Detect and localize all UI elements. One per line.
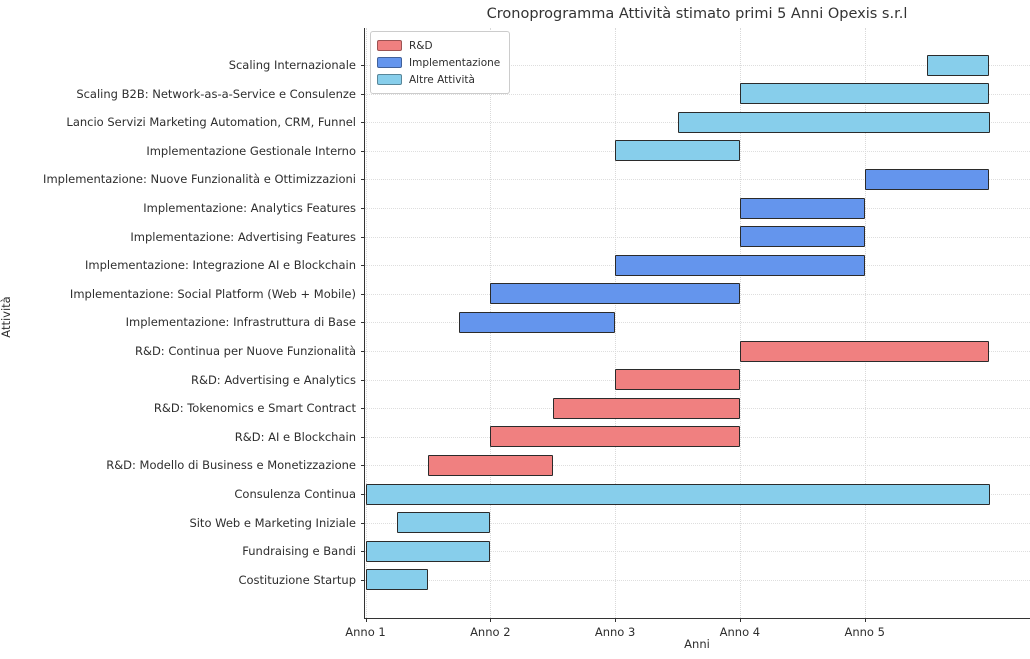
gantt-bar bbox=[615, 369, 740, 391]
gantt-bar bbox=[677, 111, 990, 133]
horizontal-gridline bbox=[365, 208, 1030, 209]
gantt-bar bbox=[615, 140, 740, 162]
y-tick-label: R&D: Modello di Business e Monetizzazion… bbox=[106, 458, 356, 473]
gantt-bar bbox=[927, 54, 990, 76]
y-tick-mark bbox=[361, 122, 365, 124]
horizontal-gridline bbox=[365, 322, 1030, 324]
y-tick-label: Implementazione: Social Platform (Web + … bbox=[69, 286, 356, 301]
y-tick-label: Implementazione: Advertising Features bbox=[130, 229, 356, 244]
y-tick-label: Lancio Servizi Marketing Automation, CRM… bbox=[66, 115, 356, 130]
horizontal-gridline bbox=[365, 351, 1030, 352]
chart-title: Cronoprogramma Attività stimato primi 5 … bbox=[486, 6, 908, 22]
x-tick-label: Anno 5 bbox=[844, 625, 885, 639]
y-tick-label: Implementazione: Integrazione AI e Block… bbox=[85, 258, 356, 273]
horizontal-gridline bbox=[365, 65, 1030, 66]
y-tick-mark bbox=[361, 379, 365, 381]
y-tick-mark bbox=[361, 179, 365, 181]
y-tick-mark bbox=[361, 93, 365, 95]
gantt-bar bbox=[739, 226, 865, 248]
horizontal-gridline bbox=[365, 236, 1030, 238]
y-tick-mark bbox=[361, 494, 365, 495]
gantt-bar bbox=[459, 311, 616, 333]
horizontal-gridline bbox=[365, 93, 1030, 95]
y-tick-label: Fundraising e Bandi bbox=[242, 544, 356, 559]
y-tick-label: Sito Web e Marketing Iniziale bbox=[189, 515, 356, 530]
y-tick-label: R&D: Tokenomics e Smart Contract bbox=[153, 401, 356, 416]
y-tick-mark bbox=[361, 551, 365, 553]
y-tick-mark bbox=[361, 522, 365, 524]
x-tick-label: Anno 1 bbox=[345, 625, 386, 639]
gantt-bar bbox=[396, 512, 491, 534]
y-tick-mark bbox=[361, 236, 365, 238]
y-tick-label: Scaling B2B: Network-as-a-Service e Cons… bbox=[76, 86, 356, 101]
x-tick-mark bbox=[864, 618, 866, 622]
horizontal-gridline bbox=[365, 522, 1030, 524]
y-tick-mark bbox=[361, 322, 365, 324]
y-tick-label: R&D: Continua per Nuove Funzionalità bbox=[134, 344, 356, 358]
vertical-gridline bbox=[864, 28, 866, 618]
x-axis-label: Anni bbox=[684, 637, 710, 651]
y-tick-label: Consulenza Continua bbox=[234, 487, 356, 501]
gantt-bar bbox=[490, 426, 740, 448]
gantt-bar bbox=[365, 540, 491, 562]
y-tick-label: Scaling Internazionale bbox=[228, 58, 356, 72]
y-tick-label: Implementazione: Analytics Features bbox=[143, 201, 356, 215]
gantt-bar bbox=[427, 454, 553, 476]
horizontal-gridline bbox=[365, 179, 1030, 181]
vertical-gridline bbox=[365, 28, 367, 618]
legend-label: R&D bbox=[409, 39, 433, 52]
y-tick-mark bbox=[361, 265, 365, 267]
legend-swatch-icon bbox=[377, 57, 402, 68]
plot-area: Scaling Internazionale Scaling B2B: Netwo… bbox=[43, 28, 1030, 639]
gantt-bar bbox=[365, 483, 990, 505]
legend: R&D Implementazione Altre Attività bbox=[370, 31, 511, 94]
x-tick-mark bbox=[365, 618, 367, 622]
y-tick-label: R&D: AI e Blockchain bbox=[234, 429, 356, 444]
y-tick-label: R&D: Advertising e Analytics bbox=[190, 372, 356, 387]
gantt-bar bbox=[552, 397, 740, 419]
legend-label: Implementazione bbox=[409, 56, 501, 69]
x-tick-label: Anno 2 bbox=[470, 625, 511, 639]
horizontal-gridline bbox=[365, 465, 1030, 467]
gantt-bar bbox=[739, 83, 990, 105]
legend-item: Implementazione bbox=[377, 54, 500, 71]
y-tick-mark bbox=[361, 579, 365, 581]
y-tick-label: Implementazione Gestionale Interno bbox=[146, 143, 356, 158]
gantt-bar bbox=[615, 254, 865, 276]
y-tick-mark bbox=[361, 208, 365, 209]
x-tick-mark bbox=[739, 618, 741, 622]
legend-item: Altre Attività bbox=[377, 71, 500, 88]
y-tick-mark bbox=[361, 408, 365, 410]
y-tick-mark bbox=[361, 351, 365, 352]
y-tick-mark bbox=[361, 65, 365, 66]
horizontal-gridline bbox=[365, 579, 1030, 581]
y-tick-label: Implementazione: Nuove Funzionalità e Ot… bbox=[43, 172, 356, 187]
y-tick-label: Costituzione Startup bbox=[238, 572, 356, 587]
legend-label: Altre Attività bbox=[409, 73, 475, 86]
y-tick-mark bbox=[361, 150, 365, 152]
gantt-bar bbox=[739, 197, 865, 219]
y-tick-mark bbox=[361, 293, 365, 295]
horizontal-gridline bbox=[365, 551, 1030, 553]
x-tick-mark bbox=[490, 618, 492, 622]
x-tick-label: Anno 4 bbox=[719, 625, 761, 639]
legend-swatch-icon bbox=[377, 74, 402, 85]
legend-swatch-icon bbox=[377, 40, 402, 51]
y-tick-label: Implementazione: Infrastruttura di Base bbox=[125, 315, 356, 330]
y-tick-mark bbox=[361, 436, 365, 438]
vertical-gridline bbox=[615, 28, 617, 618]
gantt-bar bbox=[365, 569, 428, 591]
gantt-bar bbox=[864, 168, 990, 190]
y-tick-mark bbox=[361, 465, 365, 467]
x-tick-mark bbox=[615, 618, 617, 622]
gantt-bar bbox=[739, 340, 990, 362]
vertical-gridline bbox=[739, 28, 741, 618]
x-tick-label: Anno 3 bbox=[594, 625, 636, 639]
gantt-bar bbox=[490, 283, 740, 305]
legend-item: R&D bbox=[377, 37, 500, 54]
